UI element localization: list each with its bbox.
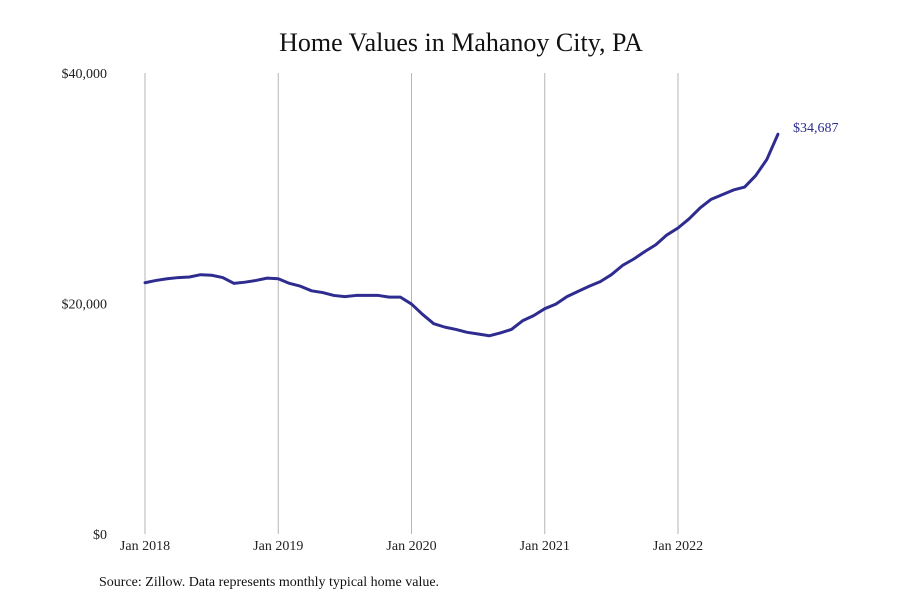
chart-title: Home Values in Mahanoy City, PA	[279, 28, 643, 57]
data-point	[688, 217, 691, 220]
data-point	[466, 331, 469, 334]
data-point	[454, 328, 457, 331]
data-point	[255, 279, 258, 282]
data-point	[721, 193, 724, 196]
data-point	[166, 277, 169, 280]
source-note: Source: Zillow. Data represents monthly …	[99, 575, 439, 590]
data-point	[188, 275, 191, 278]
data-point	[321, 291, 324, 294]
data-point	[199, 273, 202, 276]
data-point	[377, 294, 380, 297]
data-point	[710, 198, 713, 201]
data-point	[565, 295, 568, 298]
data-point	[488, 334, 491, 337]
data-point	[299, 285, 302, 288]
data-point	[765, 158, 768, 161]
data-point	[776, 133, 779, 136]
data-point	[510, 328, 513, 331]
data-point	[243, 281, 246, 284]
y-tick-label: $20,000	[62, 298, 108, 313]
data-point	[432, 322, 435, 325]
data-point	[366, 294, 369, 297]
data-point	[543, 307, 546, 310]
last-value-label: $34,687	[793, 121, 839, 136]
x-tick-label: Jan 2021	[520, 539, 570, 554]
data-point	[277, 277, 280, 280]
data-point	[521, 319, 524, 322]
x-tick-label: Jan 2022	[653, 539, 703, 554]
data-point	[532, 314, 535, 317]
data-point	[210, 274, 213, 277]
data-point	[443, 326, 446, 329]
home-value-series-line	[143, 132, 780, 338]
home-value-series-points	[144, 133, 780, 338]
data-point	[621, 264, 624, 267]
data-point	[632, 258, 635, 261]
x-tick-label: Jan 2018	[120, 539, 170, 554]
data-point	[588, 285, 591, 288]
data-point	[332, 294, 335, 297]
data-point	[699, 206, 702, 209]
y-tick-label: $40,000	[62, 67, 108, 82]
data-point	[155, 279, 158, 282]
x-tick-label: Jan 2020	[386, 539, 436, 554]
data-point	[599, 280, 602, 283]
data-point	[288, 282, 291, 285]
data-point	[732, 188, 735, 191]
data-point	[665, 233, 668, 236]
data-point	[177, 276, 180, 279]
x-tick-label: Jan 2019	[253, 539, 303, 554]
data-point	[266, 277, 269, 280]
data-point	[643, 250, 646, 253]
data-point	[421, 313, 424, 316]
y-tick-label: $0	[93, 528, 107, 543]
data-point	[388, 296, 391, 299]
data-point	[554, 303, 557, 306]
data-point	[477, 333, 480, 336]
data-point	[754, 174, 757, 177]
data-point	[310, 289, 313, 292]
data-point	[232, 282, 235, 285]
data-point	[677, 227, 680, 230]
data-point	[610, 273, 613, 276]
y-axis-tick-labels: $0 $20,000 $40,000	[62, 67, 108, 543]
data-point	[654, 243, 657, 246]
data-point	[343, 295, 346, 298]
data-point	[354, 294, 357, 297]
x-axis-tick-labels: Jan 2018 Jan 2019 Jan 2020 Jan 2021 Jan 2022	[120, 539, 703, 554]
data-point	[743, 186, 746, 189]
data-point	[499, 331, 502, 334]
data-point	[221, 276, 224, 279]
data-point	[399, 296, 402, 299]
data-point	[144, 281, 147, 284]
data-point	[577, 290, 580, 293]
data-point	[410, 303, 413, 306]
